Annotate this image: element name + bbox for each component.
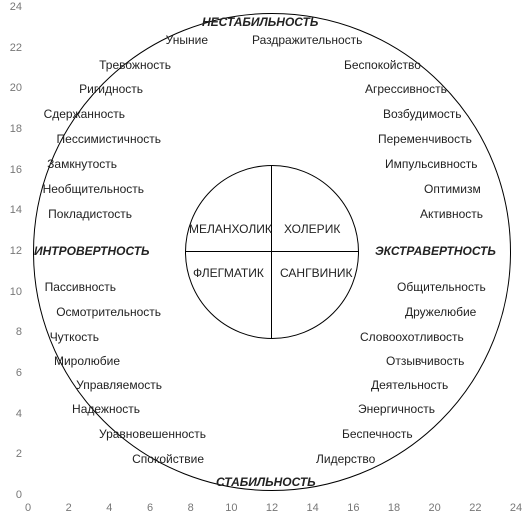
- x-tick-label: 18: [380, 502, 408, 514]
- trait-rb-2: Словоохотливость: [360, 330, 464, 344]
- trait-rb-3: Отзывчивость: [386, 354, 464, 368]
- pole-right-label: ЭКСТРАВЕРТНОСТЬ: [375, 244, 496, 258]
- y-tick-label: 24: [2, 1, 22, 13]
- pole-top-label: НЕСТАБИЛЬНОСТЬ: [202, 15, 318, 29]
- y-tick-label: 22: [2, 42, 22, 54]
- trait-rb-4: Деятельность: [371, 378, 448, 392]
- x-tick-label: 22: [461, 502, 489, 514]
- y-tick-label: 14: [2, 204, 22, 216]
- y-tick-label: 12: [2, 245, 22, 257]
- x-tick-label: 2: [55, 502, 83, 514]
- x-tick-label: 0: [14, 502, 42, 514]
- trait-lb-5: Надежность: [72, 402, 140, 416]
- trait-lb-7: Спокойствие: [132, 452, 204, 466]
- trait-rt-4: Переменчивость: [378, 132, 472, 146]
- y-tick-label: 16: [2, 164, 22, 176]
- inner-cross-vertical: [271, 165, 272, 339]
- trait-lb-0: Пассивность: [45, 280, 116, 294]
- temperament-sanguine: САНГВИНИК: [280, 266, 352, 280]
- trait-lb-6: Уравновешенность: [99, 427, 206, 441]
- trait-rt-0: Раздражительность: [252, 33, 362, 47]
- trait-rt-7: Активность: [420, 207, 483, 221]
- trait-lb-2: Чуткость: [50, 330, 99, 344]
- trait-rb-5: Энергичность: [358, 402, 435, 416]
- trait-rt-2: Агрессивность: [365, 82, 447, 96]
- x-tick-label: 8: [177, 502, 205, 514]
- y-tick-label: 0: [2, 489, 22, 501]
- x-tick-label: 20: [421, 502, 449, 514]
- y-tick-label: 6: [2, 367, 22, 379]
- y-tick-label: 8: [2, 326, 22, 338]
- x-tick-label: 24: [502, 502, 525, 514]
- x-tick-label: 4: [95, 502, 123, 514]
- x-tick-label: 6: [136, 502, 164, 514]
- trait-rb-0: Общительность: [397, 280, 486, 294]
- trait-rb-6: Беспечность: [342, 427, 413, 441]
- x-tick-label: 16: [339, 502, 367, 514]
- pole-left-label: ИНТРОВЕРТНОСТЬ: [34, 244, 150, 258]
- trait-rt-5: Импульсивность: [385, 157, 478, 171]
- trait-rt-6: Оптимизм: [424, 182, 481, 196]
- y-tick-label: 2: [2, 448, 22, 460]
- x-tick-label: 10: [217, 502, 245, 514]
- trait-lb-3: Миролюбие: [54, 354, 120, 368]
- y-tick-label: 18: [2, 123, 22, 135]
- trait-lt-6: Необщительность: [43, 182, 144, 196]
- trait-lt-0: Уныние: [166, 33, 208, 47]
- trait-rb-1: Дружелюбие: [405, 305, 476, 319]
- y-tick-label: 4: [2, 408, 22, 420]
- x-tick-label: 14: [299, 502, 327, 514]
- inner-cross-horizontal: [185, 251, 359, 252]
- temperament-choleric: ХОЛЕРИК: [284, 222, 340, 236]
- trait-rt-1: Беспокойство: [344, 58, 421, 72]
- pole-bottom-label: СТАБИЛЬНОСТЬ: [216, 475, 316, 489]
- trait-lb-1: Осмотрительность: [56, 305, 161, 319]
- trait-lb-4: Управляемость: [76, 378, 162, 392]
- trait-rb-7: Лидерство: [316, 452, 375, 466]
- trait-lt-3: Сдержанность: [44, 107, 125, 121]
- inner-circle: [185, 165, 359, 339]
- y-tick-label: 10: [2, 286, 22, 298]
- x-tick-label: 12: [258, 502, 286, 514]
- trait-lt-7: Покладистость: [48, 207, 132, 221]
- y-tick-label: 20: [2, 82, 22, 94]
- trait-lt-5: Замкнутость: [47, 157, 117, 171]
- trait-lt-2: Ригидность: [79, 82, 143, 96]
- trait-lt-1: Тревожность: [99, 58, 171, 72]
- trait-rt-3: Возбудимость: [383, 107, 462, 121]
- trait-lt-4: Пессимистичность: [57, 132, 161, 146]
- temperament-melancholic: МЕЛАНХОЛИК: [189, 222, 272, 236]
- temperament-phlegmatic: ФЛЕГМАТИК: [193, 266, 264, 280]
